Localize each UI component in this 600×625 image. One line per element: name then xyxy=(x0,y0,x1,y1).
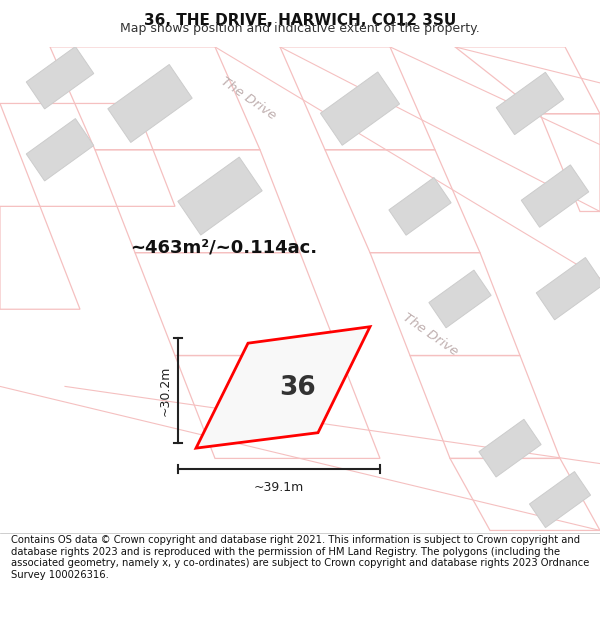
Text: 36, THE DRIVE, HARWICH, CO12 3SU: 36, THE DRIVE, HARWICH, CO12 3SU xyxy=(144,13,456,28)
Polygon shape xyxy=(521,165,589,228)
Polygon shape xyxy=(496,72,564,134)
Polygon shape xyxy=(0,386,600,531)
Text: Contains OS data © Crown copyright and database right 2021. This information is : Contains OS data © Crown copyright and d… xyxy=(11,535,589,580)
Text: Map shows position and indicative extent of the property.: Map shows position and indicative extent… xyxy=(120,22,480,35)
Polygon shape xyxy=(178,157,262,235)
Polygon shape xyxy=(320,72,400,145)
Text: ~463m²/~0.114ac.: ~463m²/~0.114ac. xyxy=(130,239,317,256)
Polygon shape xyxy=(536,258,600,320)
Polygon shape xyxy=(390,47,600,144)
Text: ~30.2m: ~30.2m xyxy=(159,366,172,416)
Polygon shape xyxy=(215,47,600,278)
Polygon shape xyxy=(196,327,370,448)
Polygon shape xyxy=(389,177,451,235)
Text: 36: 36 xyxy=(280,374,316,401)
Polygon shape xyxy=(529,471,590,528)
Polygon shape xyxy=(479,419,541,477)
Text: The Drive: The Drive xyxy=(400,311,460,359)
Polygon shape xyxy=(429,270,491,328)
Polygon shape xyxy=(26,119,94,181)
Text: The Drive: The Drive xyxy=(218,74,278,122)
Text: ~39.1m: ~39.1m xyxy=(254,481,304,494)
Polygon shape xyxy=(26,46,94,109)
Polygon shape xyxy=(108,64,192,142)
